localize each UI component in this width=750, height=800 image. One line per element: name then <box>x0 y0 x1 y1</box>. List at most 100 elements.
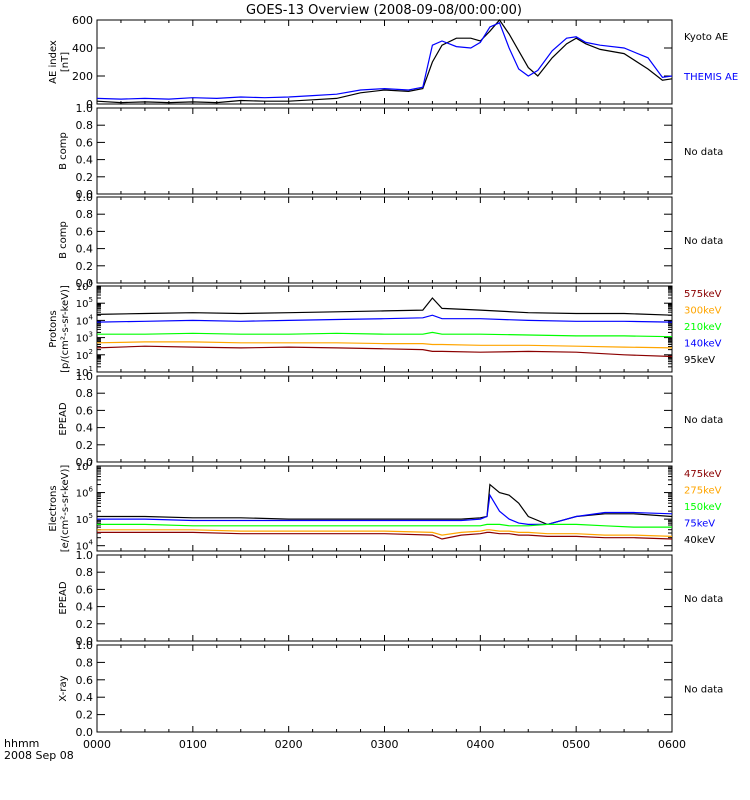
series-line-300kev <box>96 341 673 349</box>
series-line-475kev <box>97 531 673 540</box>
y-tick-label: 0.6 <box>76 404 94 417</box>
y-tick-label: 0 <box>86 98 93 111</box>
y-tick-label: 0.8 <box>76 208 94 221</box>
y-tick-label: 106 <box>76 279 94 293</box>
y-tick-label: 0.0 <box>76 726 94 739</box>
time-tick-label: 0100 <box>179 738 207 751</box>
y-tick-label: 0.4 <box>76 154 94 167</box>
panel-frame <box>96 644 673 733</box>
y-axis-label: AE index <box>48 40 59 84</box>
legend-label: 150keV <box>684 502 722 513</box>
panel-frame <box>96 196 673 284</box>
y-tick-label: 0.0 <box>76 456 94 469</box>
panel-bcomp1: 0.0 0.2 0.4 0.6 0.8 1.0 B comp No data <box>58 102 723 201</box>
y-tick-label: 1.0 <box>76 639 94 652</box>
panel-xray: 0.0 0.2 0.4 0.6 0.8 1.0 X-ray No data <box>58 639 723 739</box>
y-tick-label: 0.8 <box>76 566 94 579</box>
y-tick-label: 106 <box>76 486 94 500</box>
y-tick-label: 105 <box>76 512 93 526</box>
y-tick-label: 0.8 <box>76 656 94 669</box>
legend-label: 475keV <box>684 469 722 480</box>
time-axis-label-date: 2008 Sep 08 <box>4 749 74 762</box>
y-tick-label: 0.2 <box>76 439 94 452</box>
time-tick-label: 0500 <box>562 738 590 751</box>
y-axis-label: Electrons <box>48 485 59 531</box>
y-tick-label: 0.6 <box>76 136 94 149</box>
series-line-275kev <box>97 529 673 537</box>
y-tick-label: 0.0 <box>76 635 94 648</box>
y-axis-label: [e/(cm²-s-sr-keV)] <box>60 465 71 553</box>
y-tick-label: 0.4 <box>76 601 94 614</box>
panel-ae: 0 200 400 600 AE index [nT] Kyoto AE THEMIS AE <box>48 14 738 111</box>
y-tick-exponent: 4 <box>89 313 94 321</box>
y-tick-exponent: 5 <box>89 296 93 304</box>
y-tick-label: 1.0 <box>76 102 94 115</box>
time-axis: 0000 0100 0200 0300 0400 0500 0600 <box>83 738 686 751</box>
legend-label: 75keV <box>684 519 715 530</box>
y-tick-exponent: 1 <box>89 365 93 373</box>
no-data-label: No data <box>684 147 723 158</box>
y-axis-label: B comp <box>58 132 69 170</box>
y-tick-exponent: 2 <box>89 348 93 356</box>
y-tick-exponent: 3 <box>89 331 93 339</box>
y-tick-label: 0.4 <box>76 691 94 704</box>
y-axis-label: X-ray <box>58 675 69 701</box>
y-axis-label: [p/(cm²-s-sr-keV)] <box>60 285 71 373</box>
plot-title: GOES-13 Overview (2008-09-08/00:00:00) <box>246 3 522 18</box>
series-line-40kev <box>97 483 673 526</box>
y-tick-label: 0.2 <box>76 260 94 273</box>
y-tick-label: 0.8 <box>76 119 94 132</box>
y-tick-label: 0.4 <box>76 243 94 256</box>
y-tick-label: 0.2 <box>76 618 94 631</box>
panel-epead2: 0.0 0.2 0.4 0.6 0.8 1.0 EPEAD No data <box>58 549 723 648</box>
time-axis-label-hhmm: hhmm <box>4 737 39 750</box>
y-tick-label: 107 <box>76 459 93 473</box>
panel-frame <box>96 285 673 373</box>
y-tick-label: 400 <box>72 42 93 55</box>
no-data-label: No data <box>684 594 723 605</box>
y-tick-label: 105 <box>76 296 93 310</box>
legend-label: 300keV <box>684 306 722 317</box>
y-tick-label: 103 <box>76 331 93 345</box>
legend-label: 275keV <box>684 486 722 497</box>
legend-label: 140keV <box>684 339 722 350</box>
y-tick-exponent: 6 <box>89 486 94 494</box>
series-line-75kev <box>97 493 673 526</box>
panel-bcomp2: 0.0 0.2 0.4 0.6 0.8 1.0 B comp No data <box>58 191 723 290</box>
time-tick-label: 0200 <box>275 738 303 751</box>
panel-frame <box>96 554 673 642</box>
panel-frame <box>96 465 673 552</box>
y-tick-exponent: 4 <box>89 539 94 547</box>
y-tick-label: 1.0 <box>76 191 94 204</box>
series-line-140kev <box>96 314 673 323</box>
no-data-label: No data <box>684 415 723 426</box>
y-tick-label: 0.2 <box>76 709 94 722</box>
panel-frame <box>96 375 673 463</box>
y-tick-label: 0.0 <box>76 277 94 290</box>
y-axis-label: EPEAD <box>58 581 69 615</box>
series-line-95kev <box>96 297 673 316</box>
y-tick-exponent: 6 <box>89 279 94 287</box>
y-tick-label: 1.0 <box>76 549 94 562</box>
y-tick-label: 0.0 <box>76 188 94 201</box>
legend-label: Kyoto AE <box>684 32 728 43</box>
legend-label: THEMIS AE <box>683 72 738 83</box>
y-tick-exponent: 5 <box>89 512 93 520</box>
legend-label: 210keV <box>684 322 722 333</box>
panel-frame <box>96 19 673 105</box>
y-tick-label: 102 <box>76 348 93 362</box>
legend-label: 95keV <box>684 355 715 366</box>
y-axis-label: Protons <box>48 310 59 347</box>
time-tick-label: 0300 <box>371 738 399 751</box>
y-tick-label: 1.0 <box>76 370 94 383</box>
y-tick-label: 200 <box>72 70 93 83</box>
series-line-210kev <box>97 331 673 338</box>
y-tick-exponent: 7 <box>89 459 93 467</box>
y-axis-label: EPEAD <box>58 402 69 436</box>
y-tick-label: 0.6 <box>76 674 94 687</box>
y-axis-label: [nT] <box>60 52 71 72</box>
